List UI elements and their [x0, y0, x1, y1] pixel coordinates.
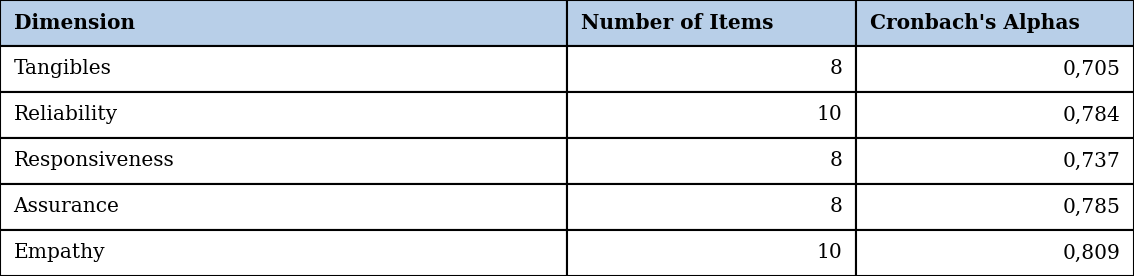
Bar [856, 138, 1134, 184]
Bar [567, 46, 856, 92]
Bar [0, 46, 567, 92]
Text: Number of Items: Number of Items [581, 13, 773, 33]
Bar [0, 184, 567, 230]
Bar [0, 0, 567, 46]
Text: Cronbach's Alphas: Cronbach's Alphas [870, 13, 1080, 33]
Text: 0,705: 0,705 [1063, 60, 1120, 78]
Text: 8: 8 [830, 198, 843, 216]
Bar [567, 138, 856, 184]
Bar [0, 138, 567, 184]
Text: Assurance: Assurance [14, 198, 119, 216]
Text: 0,784: 0,784 [1063, 105, 1120, 124]
Bar [856, 0, 1134, 46]
Text: 8: 8 [830, 152, 843, 171]
Text: 0,809: 0,809 [1063, 243, 1120, 262]
Text: Responsiveness: Responsiveness [14, 152, 175, 171]
Text: 0,737: 0,737 [1063, 152, 1120, 171]
Text: 10: 10 [816, 243, 843, 262]
Text: Dimension: Dimension [14, 13, 135, 33]
Bar [567, 184, 856, 230]
Bar [0, 230, 567, 276]
Bar [856, 46, 1134, 92]
Bar [0, 92, 567, 138]
Text: Reliability: Reliability [14, 105, 118, 124]
Bar [856, 92, 1134, 138]
Text: 0,785: 0,785 [1063, 198, 1120, 216]
Text: Tangibles: Tangibles [14, 60, 111, 78]
Bar [856, 184, 1134, 230]
Bar [567, 230, 856, 276]
Text: Empathy: Empathy [14, 243, 105, 262]
Text: 10: 10 [816, 105, 843, 124]
Bar [567, 92, 856, 138]
Bar [567, 0, 856, 46]
Bar [856, 230, 1134, 276]
Text: 8: 8 [830, 60, 843, 78]
